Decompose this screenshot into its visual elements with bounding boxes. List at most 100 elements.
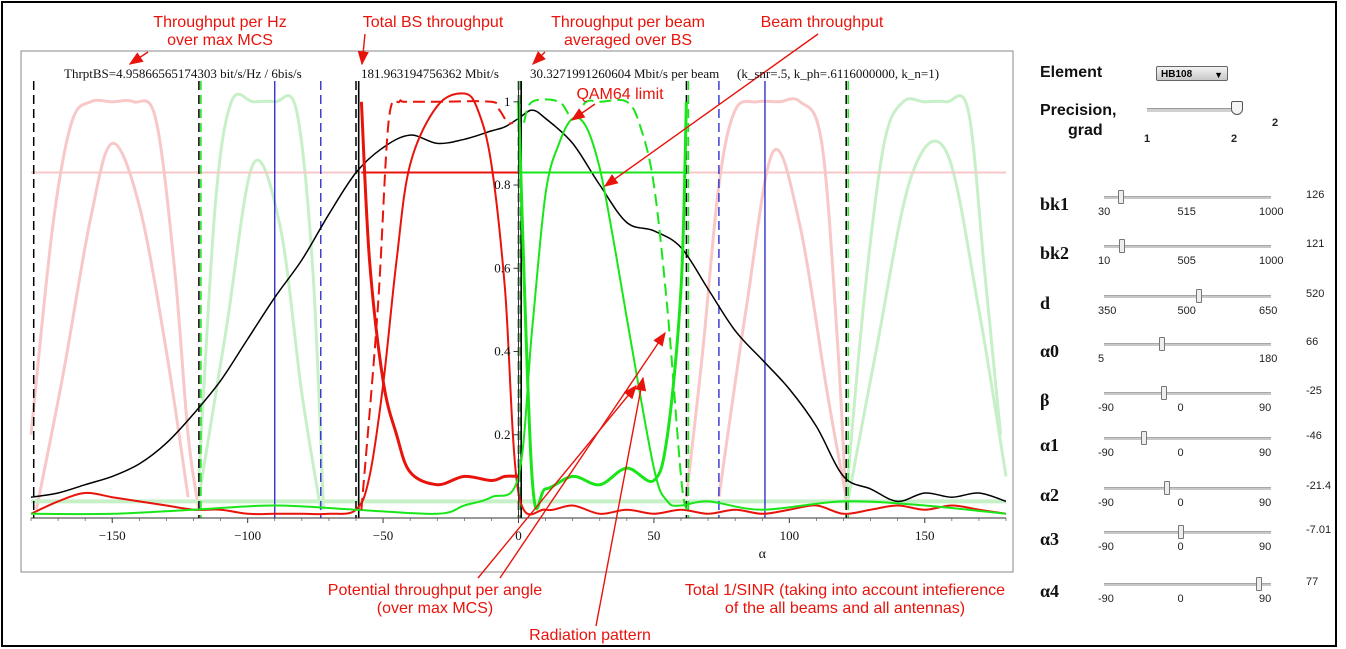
slider-tick-label: 30 xyxy=(1098,206,1111,218)
annotation-throughput-per-hz: Throughput per Hz over max MCS xyxy=(140,14,300,50)
slider-tick-label: -90 xyxy=(1098,541,1114,553)
slider-thumb[interactable] xyxy=(1119,239,1126,253)
header-beam-throughput: 30.3271991260604 Mbit/s per beam xyxy=(530,66,720,81)
slider-thumb[interactable] xyxy=(1159,337,1166,351)
slider-tick-label: 90 xyxy=(1259,402,1272,414)
header-params: (k_snr=.5, k_ph=.6116000000, k_n=1) xyxy=(737,66,940,81)
slider-value: 77 xyxy=(1306,576,1319,588)
annotation-potential-throughput: Potential throughput per angle (over max… xyxy=(305,582,565,618)
slider-track[interactable] xyxy=(1104,343,1271,346)
slider-thumb[interactable] xyxy=(1164,481,1171,495)
slider-tick-label: 180 xyxy=(1259,353,1278,365)
annotation-text: Throughput per beam averaged over BS xyxy=(551,14,705,49)
slider-tick-label: 0 xyxy=(1177,593,1184,605)
slider-label: α3 xyxy=(1040,529,1060,549)
precision-max-label: 2 xyxy=(1231,133,1238,145)
slider-label: d xyxy=(1040,293,1051,313)
slider-thumb[interactable] xyxy=(1177,525,1184,539)
slider-thumb[interactable] xyxy=(1117,190,1124,204)
precision-label-grad: grad xyxy=(1068,122,1103,139)
slider-track[interactable] xyxy=(1104,531,1271,534)
slider-thumb[interactable] xyxy=(1141,431,1148,445)
annotation-arrow xyxy=(128,51,149,65)
slider-track[interactable] xyxy=(1104,196,1271,199)
series-line-8 xyxy=(522,98,688,510)
annotation-arrow xyxy=(532,51,546,65)
slider-tick-label: 500 xyxy=(1177,305,1196,317)
precision-slider-thumb[interactable] xyxy=(1231,101,1243,115)
slider-thumb[interactable] xyxy=(1161,386,1168,400)
annotation-arrows xyxy=(128,33,819,627)
annotation-text: Potential throughput per angle (over max… xyxy=(327,582,543,617)
slider-tick-label: 90 xyxy=(1259,593,1272,605)
annotation-text: Total BS throughput xyxy=(362,14,504,31)
x-axis-label: α xyxy=(759,547,767,562)
y-tick-label: 0.6 xyxy=(494,260,511,275)
faded-curve xyxy=(717,148,848,498)
faded-curve xyxy=(197,92,325,510)
element-value: HB108 xyxy=(1161,69,1193,80)
annotation-text: Beam throughput xyxy=(760,14,884,31)
faded-curve xyxy=(34,141,190,510)
slider-tick-label: 1000 xyxy=(1259,206,1284,218)
slider-tick-label: 0 xyxy=(1177,402,1184,414)
slider-track[interactable] xyxy=(1104,487,1271,490)
slider-tick-label: 0 xyxy=(1177,541,1184,553)
slider-tick-label: 0 xyxy=(1177,447,1184,459)
slider-tick-label: 5 xyxy=(1098,353,1105,365)
y-tick-label: 0.4 xyxy=(494,344,511,359)
annotation-arrow xyxy=(570,103,596,121)
slider-track[interactable] xyxy=(1104,245,1271,248)
precision-min-label: 1 xyxy=(1144,133,1151,145)
slider-track[interactable] xyxy=(1104,295,1271,298)
precision-slider-track[interactable] xyxy=(1147,108,1237,112)
slider-tick-label: 90 xyxy=(1259,447,1272,459)
annotation-radiation-pattern: Radiation pattern xyxy=(515,627,665,645)
slider-value: 520 xyxy=(1306,288,1325,300)
annotation-text: QAM64 limit xyxy=(576,86,664,103)
annotation-arrow xyxy=(603,33,819,187)
annotation-arrow xyxy=(595,376,647,627)
annotation-arrow xyxy=(499,331,666,579)
annotation-text: Radiation pattern xyxy=(529,627,651,644)
slider-track[interactable] xyxy=(1104,392,1271,395)
series-line-2 xyxy=(30,116,1007,516)
annotation-beam-throughput: Beam throughput xyxy=(737,14,907,32)
x-tick-label: 50 xyxy=(647,528,660,543)
slider-tick-label: 505 xyxy=(1177,255,1196,267)
slider-tick-label: -90 xyxy=(1098,497,1114,509)
faded-curve xyxy=(197,158,323,510)
slider-thumb[interactable] xyxy=(1256,577,1263,591)
element-dropdown[interactable]: HB108 ▼ xyxy=(1156,66,1228,81)
slider-tick-label: 90 xyxy=(1259,541,1272,553)
faded-curve xyxy=(844,139,1008,510)
series-line-1 xyxy=(30,92,1007,516)
annotation-text: Throughput per Hz over max MCS xyxy=(153,14,287,49)
y-tick-label: 0.2 xyxy=(494,427,510,442)
annotation-arrow xyxy=(357,33,369,66)
faded-curve xyxy=(29,98,201,510)
x-tick-label: −150 xyxy=(99,528,126,543)
series-line-4 xyxy=(517,101,688,511)
slider-label: bk1 xyxy=(1040,194,1070,214)
slider-thumb[interactable] xyxy=(1196,289,1203,303)
slider-label: α1 xyxy=(1040,435,1060,455)
slider-label: α2 xyxy=(1040,485,1060,505)
slider-value: 126 xyxy=(1306,189,1325,201)
precision-value: 2 xyxy=(1272,117,1279,129)
series-lines xyxy=(30,92,1007,516)
chevron-down-icon: ▼ xyxy=(1214,70,1223,80)
slider-value: -7.01 xyxy=(1306,524,1332,536)
x-tick-label: −100 xyxy=(234,528,261,543)
slider-tick-label: 0 xyxy=(1177,497,1184,509)
x-tick-label: 100 xyxy=(780,528,800,543)
x-tick-label: 0 xyxy=(515,528,522,543)
slider-value: -46 xyxy=(1306,430,1322,442)
slider-track[interactable] xyxy=(1104,437,1271,440)
slider-value: -21.4 xyxy=(1306,480,1332,492)
slider-tick-label: -90 xyxy=(1098,593,1114,605)
slider-tick-label: -90 xyxy=(1098,447,1114,459)
slider-track[interactable] xyxy=(1104,583,1271,586)
slider-value: 66 xyxy=(1306,336,1319,348)
slider-tick-label: 350 xyxy=(1098,305,1117,317)
